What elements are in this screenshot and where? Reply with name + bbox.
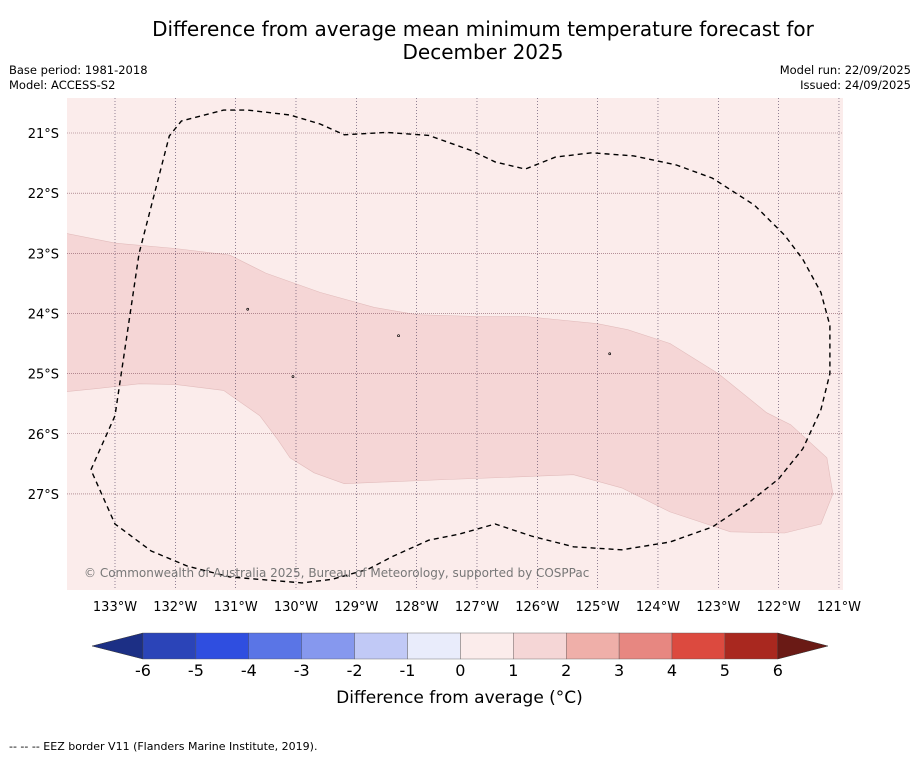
colorbar-extend-low — [91, 632, 144, 660]
longitude-tick-label: 121°W — [817, 600, 861, 615]
colorbar-bin — [618, 632, 673, 660]
longitude-tick-label: 126°W — [515, 600, 559, 615]
base-info: Base period: 1981-2018 Model: ACCESS-S2 — [9, 63, 148, 93]
colorbar-tick: 1 — [508, 661, 519, 680]
model-run-text: Model run: 22/09/2025 — [779, 63, 911, 77]
latitude-tick-label: 24°S — [28, 307, 59, 322]
longitude-tick-label: 131°W — [214, 600, 258, 615]
colorbar-extend-high — [777, 632, 829, 660]
colorbar-tick: 5 — [719, 661, 730, 680]
copyright-text: © Commonwealth of Australia 2025, Bureau… — [84, 566, 589, 580]
colorbar-bin — [460, 632, 514, 660]
colorbar-bin — [142, 632, 197, 660]
chart-title: Difference from average mean minimum tem… — [90, 18, 876, 64]
colorbar-tick: -3 — [293, 661, 310, 680]
island-marker — [291, 375, 295, 378]
island-marker — [246, 307, 250, 311]
colorbar-bin — [513, 632, 567, 660]
colorbar-bin — [566, 632, 620, 660]
longitude-tick-label: 125°W — [576, 600, 620, 615]
colorbar-label: Difference from average (°C) — [336, 688, 583, 708]
eez-legend-note: -- -- -- EEZ border V11 (Flanders Marine… — [9, 740, 318, 753]
colorbar-tick: -5 — [187, 661, 204, 680]
issued-text: Issued: 24/09/2025 — [800, 78, 911, 92]
chart-title-line-2: December 2025 — [402, 40, 564, 64]
longitude-tick-label: 133°W — [93, 600, 137, 615]
colorbar-bin — [671, 632, 726, 660]
longitude-tick-label: 123°W — [696, 600, 740, 615]
longitude-tick-label: 127°W — [455, 600, 499, 615]
colorbar-tick: -6 — [135, 661, 151, 680]
longitude-tick-label: 124°W — [636, 600, 680, 615]
colorbar-tick: 6 — [772, 661, 783, 680]
island-marker — [397, 334, 400, 338]
colorbar-bin — [354, 632, 408, 660]
colorbar-tick: 2 — [561, 661, 572, 680]
base-period-text: Base period: 1981-2018 — [9, 63, 148, 77]
colorbar-tick: 3 — [614, 661, 625, 680]
colorbar-tick: -2 — [346, 661, 363, 680]
latitude-tick-label: 23°S — [28, 247, 59, 262]
colorbar-tick: 0 — [455, 661, 466, 680]
eez-border-line — [90, 109, 831, 584]
longitude-tick-label: 128°W — [395, 600, 439, 615]
longitude-tick-label: 122°W — [757, 600, 801, 615]
latitude-tick-label: 27°S — [28, 488, 59, 503]
colorbar-tick: 4 — [666, 661, 678, 680]
map-plot-area: © Commonwealth of Australia 2025, Bureau… — [67, 98, 843, 590]
anomaly-1-2-region — [67, 233, 834, 534]
colorbar-bin — [248, 632, 302, 660]
run-info: Model run: 22/09/2025 Issued: 24/09/2025 — [780, 63, 911, 93]
latitude-tick-label: 22°S — [28, 187, 59, 202]
chart-title-line-1: Difference from average mean minimum tem… — [152, 17, 814, 41]
colorbar-bin — [301, 632, 355, 660]
colorbar — [91, 632, 829, 660]
colorbar-tick: -4 — [240, 661, 257, 680]
latitude-tick-label: 26°S — [28, 428, 59, 443]
colorbar-tick: -1 — [399, 661, 416, 680]
latitude-tick-label: 21°S — [28, 127, 59, 142]
longitude-tick-label: 129°W — [334, 600, 378, 615]
colorbar-bin — [407, 632, 461, 660]
longitude-tick-label: 130°W — [274, 600, 318, 615]
colorbar-bin — [195, 632, 249, 660]
colorbar-bin — [724, 632, 779, 660]
island-marker — [608, 352, 612, 356]
colorbar-tick-labels: -6 -5 -4 -3 -2 -1 0 1 2 3 4 5 6 — [0, 661, 919, 681]
latitude-tick-label: 25°S — [28, 368, 59, 383]
map-axis-labels: 133°W 132°W 131°W 130°W 129°W 128°W 127°W 126°W… — [28, 127, 861, 615]
longitude-tick-label: 132°W — [153, 600, 197, 615]
model-text: Model: ACCESS-S2 — [9, 78, 116, 92]
